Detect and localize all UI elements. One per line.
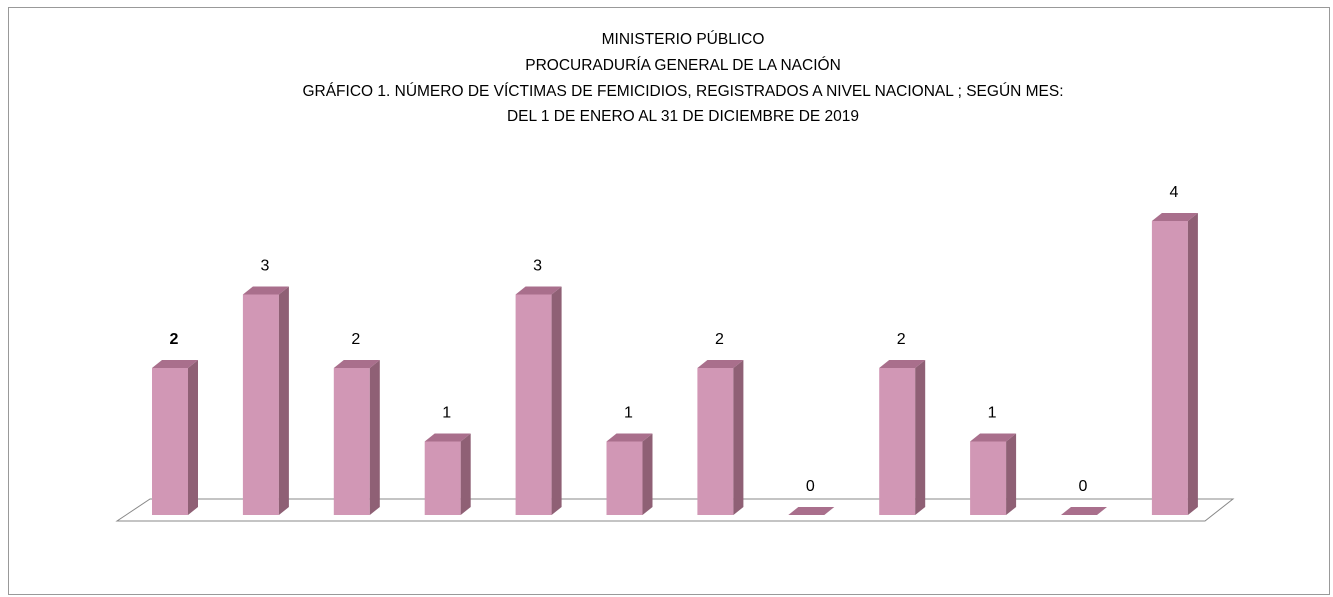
bar-front <box>970 441 1007 515</box>
chart-frame <box>8 7 1330 595</box>
chart-title: GRÁFICO 1. NÚMERO DE VÍCTIMAS DE FEMICID… <box>302 83 1063 100</box>
bar-side <box>369 360 380 515</box>
data-label: 1 <box>442 405 451 422</box>
bar-front <box>879 368 916 515</box>
bar-top <box>424 433 471 442</box>
bar-front <box>697 368 734 515</box>
bar <box>606 433 653 515</box>
bar-side <box>642 433 653 515</box>
data-label: 0 <box>806 478 815 495</box>
data-label: 2 <box>170 331 179 348</box>
bar-top <box>333 360 380 368</box>
bar-front <box>1151 221 1188 515</box>
bar <box>515 286 562 515</box>
bar <box>970 433 1017 515</box>
bar <box>788 507 835 515</box>
bar-front <box>333 368 370 515</box>
bar-top <box>606 433 653 442</box>
data-label: 2 <box>897 331 906 348</box>
chart-title: MINISTERIO PÚBLICO <box>602 31 765 48</box>
bar <box>333 360 380 515</box>
bar-front <box>515 294 552 515</box>
bar-side <box>915 360 926 515</box>
bar <box>697 360 744 515</box>
bar <box>1151 213 1198 515</box>
bar-side <box>1187 213 1198 515</box>
data-label: 3 <box>260 258 269 275</box>
bar-top <box>788 507 835 515</box>
bar-side <box>460 433 471 515</box>
bar <box>879 360 926 515</box>
data-label: 1 <box>988 405 997 422</box>
bar-front <box>152 368 188 515</box>
floor <box>115 498 1235 522</box>
chart-title: PROCURADURÍA GENERAL DE LA NACIÓN <box>525 57 841 74</box>
bar-front <box>242 294 279 515</box>
bar <box>242 286 289 515</box>
chart-title: DEL 1 DE ENERO AL 31 DE DICIEMBRE DE 201… <box>507 108 859 125</box>
data-label: 2 <box>351 331 360 348</box>
bar <box>152 360 198 515</box>
data-label: 3 <box>533 258 542 275</box>
bar-front <box>424 441 461 515</box>
bar <box>1061 507 1107 515</box>
bar-side <box>733 360 744 515</box>
bar-side <box>278 286 289 515</box>
bar-side <box>188 360 198 515</box>
bar-top <box>152 360 198 368</box>
bar-top <box>970 433 1017 442</box>
bar-top <box>242 286 289 295</box>
data-label: 4 <box>1169 184 1178 201</box>
bar-side <box>1006 433 1017 515</box>
bar-top <box>879 360 926 368</box>
data-label: 2 <box>715 331 724 348</box>
data-label: 1 <box>624 405 633 422</box>
bar-top <box>1061 507 1107 515</box>
data-label: 0 <box>1079 478 1088 495</box>
bar <box>424 433 471 515</box>
bar-top <box>515 286 562 295</box>
bar-side <box>551 286 562 515</box>
bar-front <box>606 441 643 515</box>
bar-top <box>1151 213 1198 221</box>
bar-top <box>697 360 744 368</box>
